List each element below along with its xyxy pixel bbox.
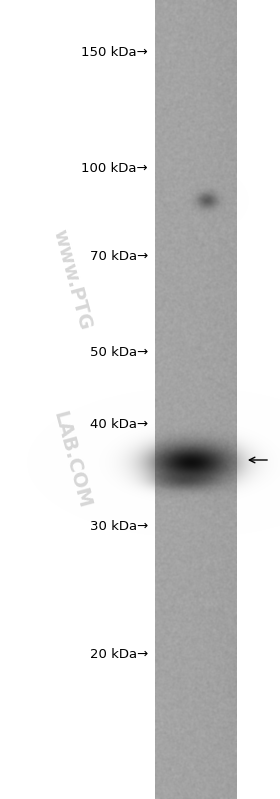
Text: 100 kDa→: 100 kDa→ (81, 161, 148, 174)
Text: 20 kDa→: 20 kDa→ (90, 649, 148, 662)
Text: 30 kDa→: 30 kDa→ (90, 520, 148, 534)
Text: 150 kDa→: 150 kDa→ (81, 46, 148, 58)
Text: 70 kDa→: 70 kDa→ (90, 249, 148, 263)
Text: LAB.COM: LAB.COM (50, 409, 94, 511)
Text: 50 kDa→: 50 kDa→ (90, 345, 148, 359)
Text: 40 kDa→: 40 kDa→ (90, 418, 148, 431)
Text: www.PTG: www.PTG (49, 228, 95, 332)
